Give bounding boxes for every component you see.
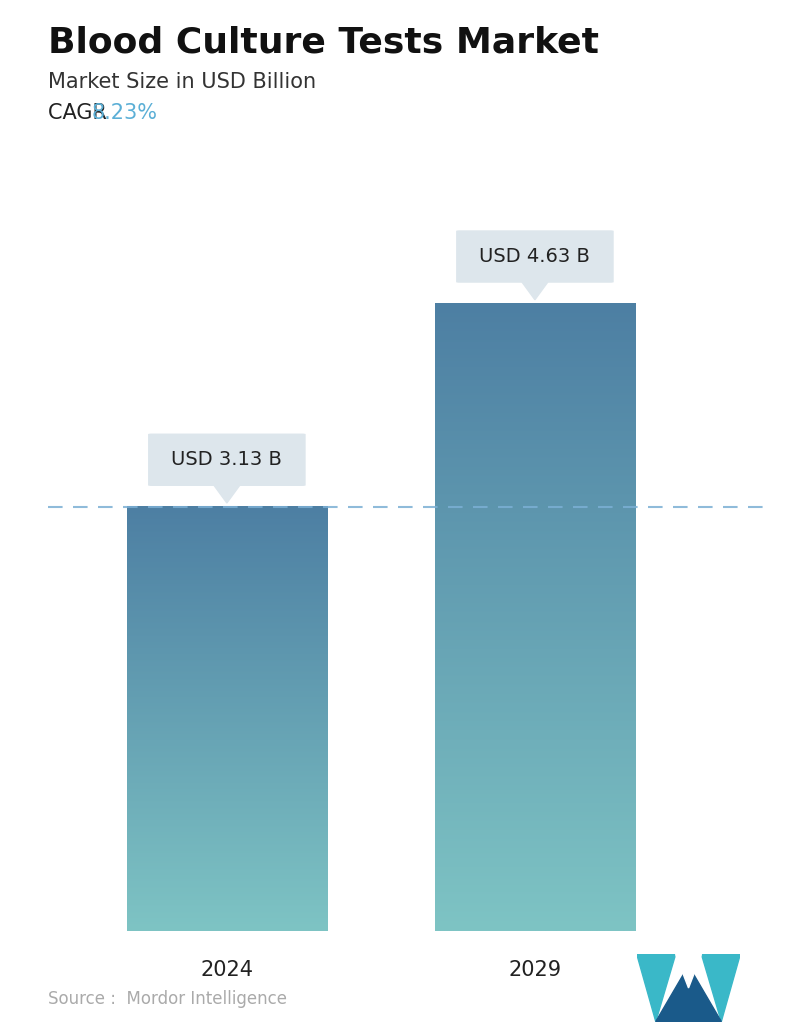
Polygon shape xyxy=(522,282,548,300)
Text: CAGR: CAGR xyxy=(48,103,113,123)
Polygon shape xyxy=(214,485,240,503)
Text: Source :  Mordor Intelligence: Source : Mordor Intelligence xyxy=(48,991,287,1008)
FancyBboxPatch shape xyxy=(148,433,306,486)
Text: 2024: 2024 xyxy=(201,961,253,980)
Text: Market Size in USD Billion: Market Size in USD Billion xyxy=(48,72,316,92)
Polygon shape xyxy=(676,954,701,989)
Text: Blood Culture Tests Market: Blood Culture Tests Market xyxy=(48,26,599,60)
Text: USD 3.13 B: USD 3.13 B xyxy=(171,450,283,469)
Polygon shape xyxy=(637,954,676,1022)
Polygon shape xyxy=(656,966,721,1022)
Polygon shape xyxy=(701,954,740,1022)
Text: USD 4.63 B: USD 4.63 B xyxy=(479,247,591,266)
Text: 8.23%: 8.23% xyxy=(92,103,158,123)
FancyBboxPatch shape xyxy=(456,231,614,282)
Text: 2029: 2029 xyxy=(509,961,561,980)
